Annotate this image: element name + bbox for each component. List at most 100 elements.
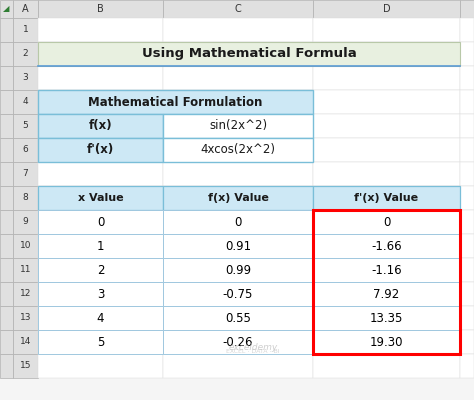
Text: 1: 1	[23, 26, 28, 34]
Bar	[313, 0, 460, 18]
Bar	[38, 258, 163, 282]
Bar	[38, 138, 163, 162]
Text: 13: 13	[20, 314, 31, 322]
Bar	[38, 162, 163, 186]
Text: -1.66: -1.66	[371, 240, 402, 252]
Text: x Value: x Value	[78, 193, 123, 203]
Text: B: B	[97, 4, 104, 14]
Bar	[13, 42, 38, 66]
Bar	[313, 234, 460, 258]
Text: D: D	[383, 4, 390, 14]
Text: 7: 7	[23, 170, 28, 178]
Bar	[38, 330, 163, 354]
Bar	[38, 42, 460, 66]
Bar	[38, 234, 163, 258]
Bar	[38, 330, 163, 354]
Bar	[38, 90, 313, 114]
Bar	[313, 258, 460, 282]
Text: 6: 6	[23, 146, 28, 154]
Bar	[0, 306, 13, 330]
Bar	[163, 306, 313, 330]
Text: -0.26: -0.26	[223, 336, 253, 348]
Bar	[38, 0, 163, 18]
Text: 5: 5	[23, 122, 28, 130]
Bar	[313, 114, 460, 138]
Bar	[163, 186, 313, 210]
Bar	[313, 210, 460, 234]
Text: 12: 12	[20, 290, 31, 298]
Bar	[313, 66, 460, 90]
Text: 2: 2	[23, 50, 28, 58]
Text: C: C	[235, 4, 241, 14]
Text: A: A	[22, 4, 29, 14]
Bar	[313, 42, 460, 66]
Bar	[460, 306, 474, 330]
Bar	[38, 306, 163, 330]
Bar	[13, 138, 38, 162]
Bar	[313, 162, 460, 186]
Bar	[0, 162, 13, 186]
Text: sin(2x^2): sin(2x^2)	[209, 120, 267, 132]
Bar	[0, 42, 13, 66]
Text: exceldemy: exceldemy	[228, 344, 278, 352]
Text: 8: 8	[23, 194, 28, 202]
Bar	[163, 330, 313, 354]
Bar	[0, 90, 13, 114]
Bar	[13, 354, 38, 378]
Text: f'(x) Value: f'(x) Value	[355, 193, 419, 203]
Bar	[38, 306, 163, 330]
Bar	[0, 210, 13, 234]
Text: 0.55: 0.55	[225, 312, 251, 324]
Text: 1: 1	[97, 240, 104, 252]
Bar	[0, 114, 13, 138]
Text: 3: 3	[23, 74, 28, 82]
Bar	[0, 18, 13, 42]
Bar	[0, 0, 13, 18]
Bar	[163, 114, 313, 138]
Bar	[38, 186, 163, 210]
Text: f'(x): f'(x)	[87, 144, 114, 156]
Bar	[163, 0, 313, 18]
Bar	[460, 66, 474, 90]
Text: f(x) Value: f(x) Value	[208, 193, 268, 203]
Bar	[163, 42, 313, 66]
Bar	[460, 186, 474, 210]
Bar	[0, 330, 13, 354]
Bar	[460, 0, 474, 18]
Bar	[38, 258, 163, 282]
Bar	[38, 354, 163, 378]
Bar	[460, 90, 474, 114]
Bar	[38, 42, 163, 66]
Text: 10: 10	[20, 242, 31, 250]
Bar	[0, 66, 13, 90]
Bar	[13, 210, 38, 234]
Text: ◢: ◢	[3, 4, 10, 14]
Bar	[38, 210, 163, 234]
Bar	[163, 210, 313, 234]
Bar	[460, 18, 474, 42]
Bar	[38, 138, 163, 162]
Text: 13.35: 13.35	[370, 312, 403, 324]
Text: f(x): f(x)	[89, 120, 112, 132]
Bar	[460, 234, 474, 258]
Bar	[38, 186, 163, 210]
Bar	[163, 18, 313, 42]
Bar	[0, 354, 13, 378]
Bar	[13, 330, 38, 354]
Text: 4: 4	[23, 98, 28, 106]
Text: 4xcos(2x^2): 4xcos(2x^2)	[201, 144, 275, 156]
Text: 0: 0	[97, 216, 104, 228]
Bar	[13, 66, 38, 90]
Bar	[460, 162, 474, 186]
Text: 0.99: 0.99	[225, 264, 251, 276]
Text: Mathematical Formulation: Mathematical Formulation	[88, 96, 263, 108]
Text: 14: 14	[20, 338, 31, 346]
Bar	[163, 282, 313, 306]
Bar	[313, 306, 460, 330]
Text: 5: 5	[97, 336, 104, 348]
Text: 11: 11	[20, 266, 31, 274]
Bar	[38, 234, 163, 258]
Bar	[460, 258, 474, 282]
Bar	[0, 282, 13, 306]
Bar	[163, 306, 313, 330]
